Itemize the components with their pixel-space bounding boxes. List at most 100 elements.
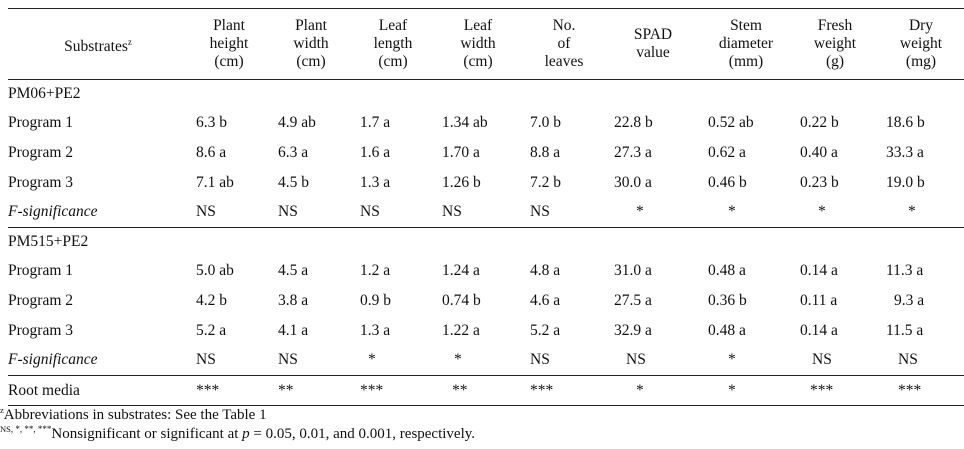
cell: 0.14 a — [800, 261, 838, 279]
cell: 18.6 b — [886, 113, 925, 131]
cell: 4.5 b — [278, 173, 309, 191]
cell: * — [728, 351, 736, 369]
cell: NS — [898, 351, 918, 369]
cell: 1.34 ab — [442, 113, 488, 131]
cell: *** — [810, 381, 834, 399]
cell: 0.48 a — [708, 321, 746, 339]
cell: * — [368, 351, 376, 369]
cell: 5.2 a — [196, 321, 227, 339]
table-row: Program 3 7.1 ab 4.5 b 1.3 a 1.26 b 7.2 … — [8, 168, 964, 198]
table-row: Program 2 8.6 a 6.3 a 1.6 a 1.70 a 8.8 a… — [8, 138, 964, 168]
header-spad-value: SPAD value — [633, 26, 673, 61]
cell: 27.3 a — [614, 143, 652, 161]
cell: * — [908, 203, 916, 221]
cell: 30.0 a — [614, 173, 652, 191]
header-leaf-width: Leaf width (cm) — [460, 17, 496, 70]
cell: ** — [278, 381, 294, 399]
cell: * — [636, 203, 644, 221]
cell: NS — [278, 351, 298, 369]
cell: 33.3 a — [886, 143, 924, 161]
header-stem-diameter: Stem diameter (mm) — [718, 17, 774, 70]
cell: 4.9 ab — [278, 113, 316, 131]
f-significance-row: F-significance NS NS NS NS NS * * * * — [8, 198, 964, 228]
header-plant-height: Plant height (cm) — [209, 17, 249, 70]
cell: *** — [898, 381, 922, 399]
cell: 8.8 a — [530, 143, 561, 161]
cell: 3.8 a — [278, 291, 309, 309]
cell: 4.5 a — [278, 261, 309, 279]
cell: 19.0 b — [886, 173, 925, 191]
cell: 0.46 b — [708, 173, 747, 191]
section-heading: PM06+PE2 — [8, 84, 81, 102]
header-plant-width: Plant width (cm) — [293, 17, 329, 70]
row-label: Program 3 — [8, 321, 74, 339]
cell: NS — [530, 351, 550, 369]
cell: 0.62 a — [708, 143, 746, 161]
cell: 11.5 a — [886, 321, 924, 339]
cell: 1.26 b — [442, 173, 481, 191]
cell: 1.2 a — [360, 261, 391, 279]
section-heading: PM515+PE2 — [8, 232, 89, 250]
cell: 1.24 a — [442, 261, 480, 279]
cell: ** — [452, 381, 468, 399]
cell: NS — [278, 203, 298, 221]
cell: 0.14 a — [800, 321, 838, 339]
table-row: Program 1 6.3 b 4.9 ab 1.7 a 1.34 ab 7.0… — [8, 108, 964, 138]
cell: 0.36 b — [708, 291, 747, 309]
cell: NS — [812, 351, 832, 369]
cell: NS — [196, 203, 216, 221]
row-label: Program 3 — [8, 173, 74, 191]
cell: 1.22 a — [442, 321, 480, 339]
cell: 0.11 a — [800, 291, 838, 309]
cell: 22.8 b — [614, 113, 653, 131]
header-dry-weight: Dry weight (mg) — [899, 17, 943, 70]
row-label: Program 1 — [8, 261, 74, 279]
cell: NS — [626, 351, 646, 369]
cell: 27.5 a — [614, 291, 652, 309]
cell: 4.6 a — [530, 291, 561, 309]
footnote-abbreviations: zAbbreviations in substrates: See the Ta… — [0, 405, 267, 423]
f-significance-row: F-significance NS NS * * NS NS * NS NS — [8, 346, 964, 376]
cell: 6.3 b — [196, 113, 227, 131]
row-label: Program 1 — [8, 113, 74, 131]
cell: 6.3 a — [278, 143, 309, 161]
cell: 7.0 b — [530, 113, 561, 131]
table-row: Program 1 5.0 ab 4.5 a 1.2 a 1.24 a 4.8 … — [8, 256, 964, 286]
cell: * — [454, 351, 462, 369]
cell: 1.7 a — [360, 113, 391, 131]
row-label: Program 2 — [8, 291, 74, 309]
row-label: F-significance — [8, 203, 98, 221]
cell: NS — [196, 351, 216, 369]
cell: 7.2 b — [530, 173, 561, 191]
header-row: Substratesz Plant height (cm) Plant width (c… — [8, 8, 964, 80]
cell: 0.40 a — [800, 143, 838, 161]
cell: *** — [530, 381, 554, 399]
cell: NS — [530, 203, 550, 221]
cell: 1.6 a — [360, 143, 391, 161]
cell: 0.9 b — [360, 291, 391, 309]
cell: 1.3 a — [360, 173, 391, 191]
cell: NS — [360, 203, 380, 221]
table-row: Program 3 5.2 a 4.1 a 1.3 a 1.22 a 5.2 a… — [8, 316, 964, 346]
header-leaf-length: Leaf length (cm) — [373, 17, 413, 70]
cell: * — [818, 203, 826, 221]
cell: 11.3 a — [886, 261, 924, 279]
row-label: Root media — [8, 381, 80, 399]
cell: 0.52 ab — [708, 113, 754, 131]
cell: 5.0 ab — [196, 261, 234, 279]
cell: 0.48 a — [708, 261, 746, 279]
cell: 1.70 a — [442, 143, 480, 161]
cell: 4.1 a — [278, 321, 309, 339]
root-media-row: Root media *** ** *** ** *** * * *** *** — [8, 376, 964, 406]
cell: 7.1 ab — [196, 173, 234, 191]
header-substrates: Substratesz — [64, 36, 132, 55]
cell: NS — [442, 203, 462, 221]
cell: * — [636, 381, 644, 399]
header-fresh-weight: Fresh weight (g) — [813, 17, 857, 70]
cell: 0.22 b — [800, 113, 839, 131]
results-table: Substratesz Plant height (cm) Plant width (c… — [8, 8, 964, 406]
cell: 0.23 b — [800, 173, 839, 191]
row-label: F-significance — [8, 351, 98, 369]
cell: 9.3 a — [894, 291, 925, 309]
cell: *** — [196, 381, 220, 399]
